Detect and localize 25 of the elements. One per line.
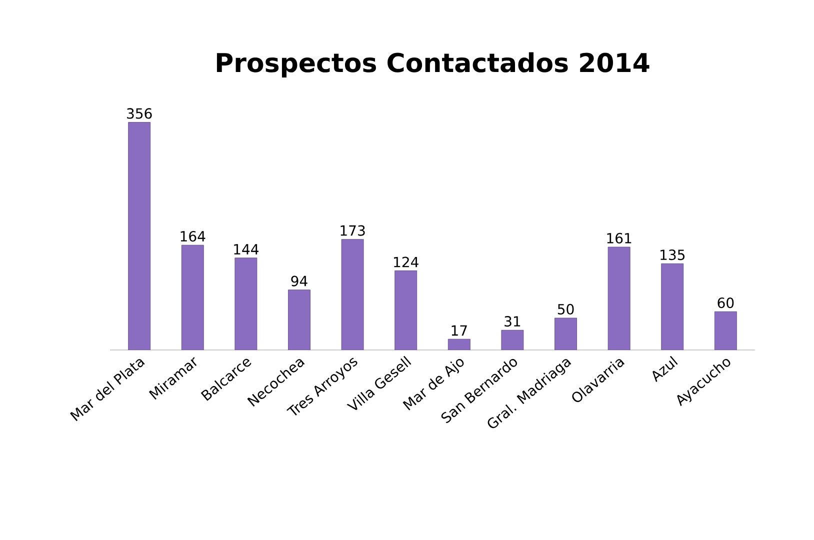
bar xyxy=(448,339,470,350)
data-label: 94 xyxy=(291,276,308,286)
bar xyxy=(341,239,364,350)
data-label: 31 xyxy=(504,316,520,327)
bar xyxy=(608,246,630,350)
bar xyxy=(394,270,418,350)
data-label: 356 xyxy=(127,108,152,119)
data-label: 50 xyxy=(558,304,574,314)
bar xyxy=(181,244,204,350)
bar xyxy=(128,122,151,350)
bar xyxy=(554,318,577,350)
data-label: 135 xyxy=(660,250,685,260)
data-label: 124 xyxy=(394,256,418,268)
bar xyxy=(661,263,684,350)
data-label: 17 xyxy=(452,325,467,336)
data-label: 173 xyxy=(340,225,365,236)
data-label: 164 xyxy=(180,230,206,242)
data-label: 60 xyxy=(718,297,734,308)
chart-title: Prospectos Contactados 2014 xyxy=(216,52,650,78)
bar xyxy=(234,258,258,350)
bar xyxy=(714,311,737,350)
bar xyxy=(501,330,524,350)
bar xyxy=(288,290,310,350)
data-label: 161 xyxy=(607,232,632,244)
data-label: 144 xyxy=(234,244,259,254)
